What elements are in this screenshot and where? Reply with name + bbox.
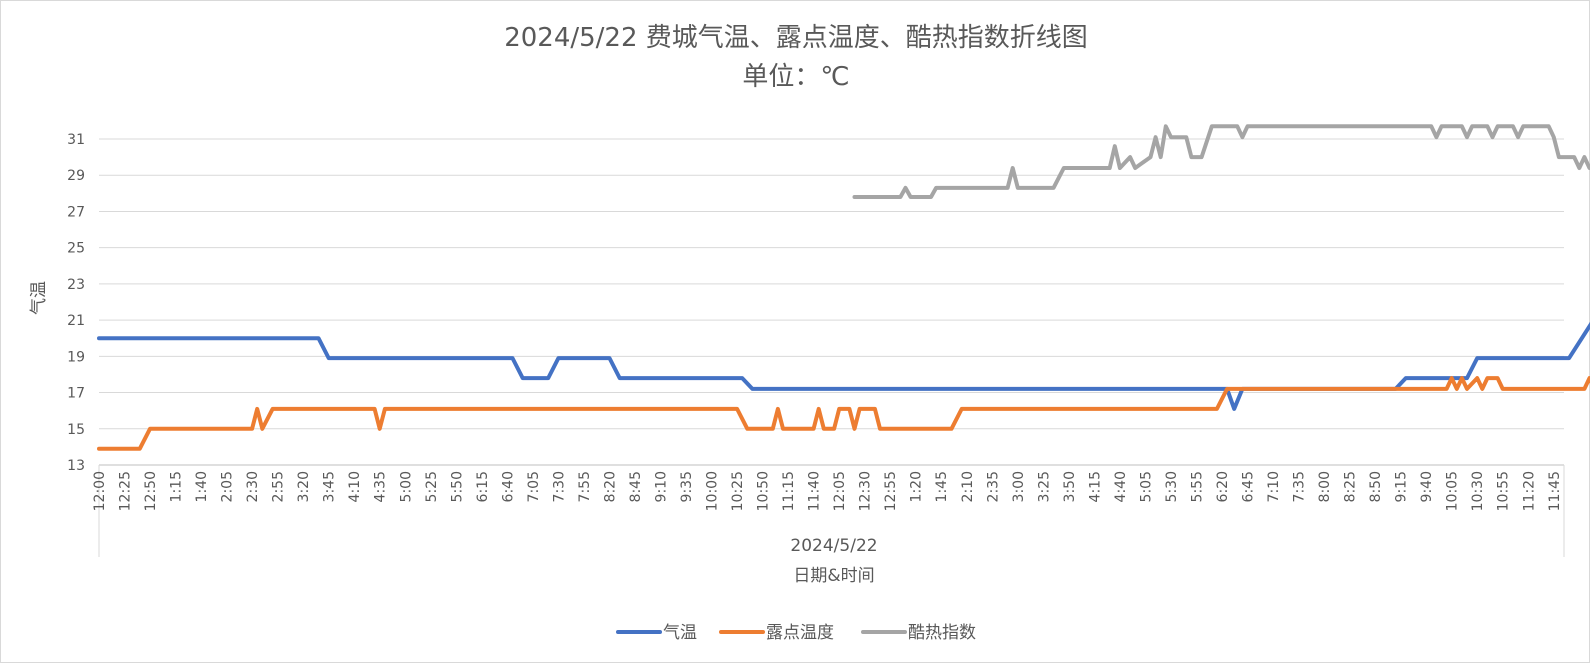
x-tick-label: 10:30 — [1470, 471, 1486, 511]
x-tick-label: 2:30 — [245, 471, 261, 502]
series-line-1 — [99, 137, 1590, 409]
x-tick-label: 7:30 — [551, 471, 567, 502]
x-tick-label: 10:00 — [705, 471, 721, 511]
x-tick-label: 4:40 — [1113, 471, 1129, 502]
y-tick-label: 25 — [67, 241, 85, 257]
x-tick-label: 7:05 — [526, 471, 542, 502]
x-tick-label: 9:15 — [1394, 471, 1410, 502]
x-tick-label: 2:05 — [220, 471, 236, 502]
x-axis-title: 日期&时间 — [793, 566, 874, 586]
x-tick-label: 9:35 — [679, 471, 695, 502]
x-tick-label: 3:45 — [322, 471, 338, 502]
x-tick-label: 8:25 — [1343, 471, 1359, 502]
x-tick-label: 11:15 — [781, 471, 797, 511]
x-tick-label: 6:40 — [500, 471, 516, 502]
y-tick-label: 13 — [67, 458, 85, 474]
x-tick-label: 3:00 — [1011, 471, 1027, 502]
x-tick-label: 4:35 — [373, 471, 389, 502]
x-tick-label: 5:25 — [424, 471, 440, 502]
legend-label: 酷热指数 — [908, 623, 976, 643]
x-tick-label: 8:00 — [1317, 471, 1333, 502]
x-tick-label: 5:50 — [449, 471, 465, 502]
gridlines — [99, 139, 1564, 465]
y-tick-label: 17 — [67, 386, 85, 402]
chart-title: 2024/5/22 费城气温、露点温度、酷热指数折线图 — [504, 23, 1088, 53]
x-tick-label: 1:45 — [934, 471, 950, 502]
x-tick-label: 9:40 — [1419, 471, 1435, 502]
x-tick-label: 2:10 — [960, 471, 976, 502]
x-tick-label: 8:50 — [1368, 471, 1384, 502]
y-tick-label: 15 — [67, 422, 85, 438]
x-tick-label: 6:20 — [1215, 471, 1231, 502]
y-axis-title: 气温 — [29, 281, 49, 315]
series-line-2 — [99, 369, 1590, 449]
x-tick-label: 8:20 — [602, 471, 618, 502]
y-tick-labels: 13 15 17 19 21 23 25 27 29 31 — [67, 132, 85, 474]
y-tick-label: 19 — [67, 349, 85, 365]
y-tick-label: 29 — [67, 168, 85, 184]
y-tick-label: 21 — [67, 313, 85, 329]
legend-item-1: 气温 — [618, 623, 697, 643]
x-tick-label: 1:40 — [194, 471, 210, 502]
x-tick-label: 6:15 — [475, 471, 491, 502]
x-tick-label: 11:40 — [807, 471, 823, 511]
x-tick-label: 1:20 — [909, 471, 925, 502]
x-tick-label: 8:45 — [628, 471, 644, 502]
x-tick-label: 2:35 — [985, 471, 1001, 502]
x-tick-label: 6:45 — [1241, 471, 1257, 502]
x-tick-label: 5:00 — [398, 471, 414, 502]
y-tick-label: 23 — [67, 277, 85, 293]
x-tick-label: 7:10 — [1266, 471, 1282, 502]
x-tick-label: 12:00 — [92, 471, 108, 511]
y-tick-label: 31 — [67, 132, 85, 148]
x-tick-label: 2:55 — [271, 471, 287, 502]
x-tick-label: 11:45 — [1547, 471, 1563, 511]
x-tick-label: 12:05 — [832, 471, 848, 511]
x-tick-label: 5:55 — [1189, 471, 1205, 502]
x-tick-label: 12:55 — [883, 471, 899, 511]
legend: 气温 露点温度 酷热指数 — [618, 623, 976, 643]
x-tick-label: 10:50 — [756, 471, 772, 511]
x-tick-label: 12:50 — [143, 471, 159, 511]
x-axis-date-label: 2024/5/22 — [790, 536, 877, 556]
x-tick-label: 5:05 — [1138, 471, 1154, 502]
x-tick-label: 3:50 — [1062, 471, 1078, 502]
x-tick-label: 7:55 — [577, 471, 593, 502]
x-tick-label: 3:25 — [1036, 471, 1052, 502]
x-tick-label: 12:30 — [858, 471, 874, 511]
x-tick-label: 5:30 — [1164, 471, 1180, 502]
series-line-3 — [855, 126, 1590, 197]
x-tick-label: 4:15 — [1087, 471, 1103, 502]
series-lines — [99, 126, 1590, 448]
x-tick-label: 10:25 — [730, 471, 746, 511]
x-tick-label: 4:10 — [347, 471, 363, 502]
x-tick-label: 12:25 — [118, 471, 134, 511]
legend-item-2: 露点温度 — [721, 623, 834, 643]
legend-item-3: 酷热指数 — [863, 623, 976, 643]
x-tick-label: 10:05 — [1445, 471, 1461, 511]
y-tick-label: 27 — [67, 204, 85, 220]
x-tick-label: 7:35 — [1292, 471, 1308, 502]
x-tick-label: 10:55 — [1496, 471, 1512, 511]
x-tick-label: 3:20 — [296, 471, 312, 502]
legend-label: 露点温度 — [766, 623, 834, 643]
chart-subtitle: 单位：℃ — [742, 62, 849, 92]
x-tick-label: 9:10 — [653, 471, 669, 502]
x-tick-label: 11:20 — [1521, 471, 1537, 511]
x-tick-label: 1:15 — [169, 471, 185, 502]
legend-label: 气温 — [663, 623, 697, 643]
